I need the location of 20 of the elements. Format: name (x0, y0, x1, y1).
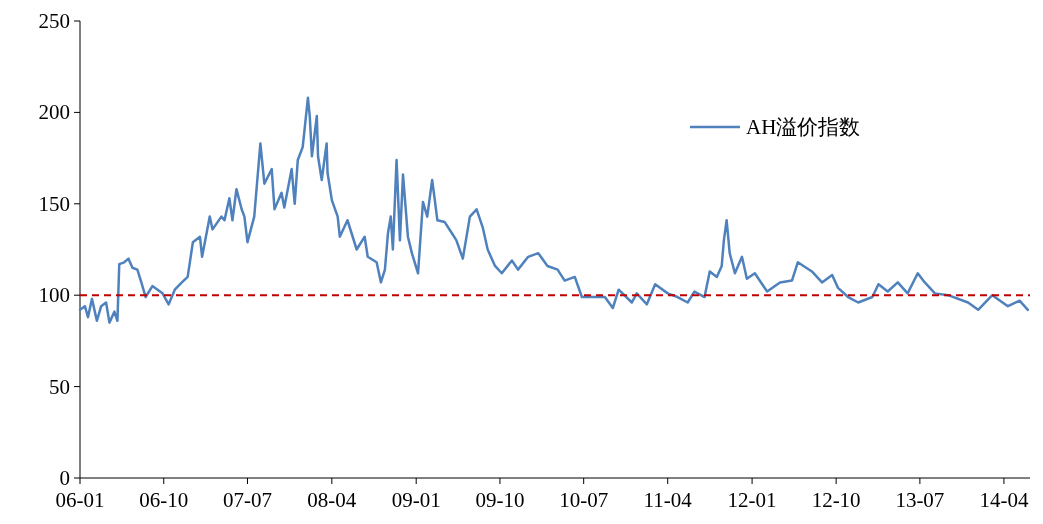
y-tick-label: 50 (49, 374, 70, 399)
x-tick-label: 06-10 (139, 488, 189, 512)
x-tick-label: 09-10 (475, 488, 525, 512)
x-tick-label: 06-01 (55, 488, 105, 512)
legend-label: AH溢价指数 (746, 115, 861, 139)
x-tick-label: 08-04 (307, 488, 357, 512)
x-tick-label: 11-04 (643, 488, 693, 512)
y-tick-label: 250 (38, 9, 70, 33)
x-tick-label: 09-01 (391, 488, 441, 512)
y-tick-label: 0 (59, 466, 70, 490)
x-tick-label: 12-01 (727, 488, 777, 512)
x-tick-label: 12-10 (811, 488, 861, 512)
x-tick-label: 13-07 (895, 488, 945, 512)
legend: AH溢价指数 (690, 115, 861, 139)
y-tick-label: 100 (38, 283, 70, 308)
x-tick-label: 07-07 (222, 488, 272, 512)
x-tick-label: 14-04 (979, 488, 1029, 512)
y-tick-label: 150 (38, 191, 70, 216)
y-tick-label: 200 (38, 100, 70, 125)
x-tick-label: 10-07 (559, 488, 609, 512)
